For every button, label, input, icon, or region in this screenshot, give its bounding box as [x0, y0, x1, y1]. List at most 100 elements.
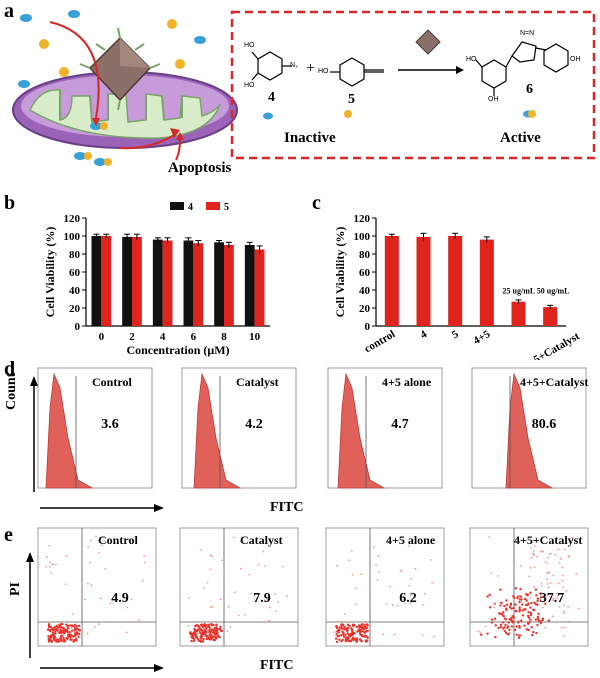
panel-d-xlabel: FITC — [270, 500, 304, 515]
scatter-value-1: 7.9 — [253, 591, 271, 606]
plus-sign: + — [306, 60, 316, 77]
legend-label-5: 5 — [224, 202, 229, 213]
y-axis-label: Cell Viability (%) — [43, 227, 57, 318]
y-tick-label: 40 — [69, 285, 81, 297]
compound-5-label: 5 — [348, 92, 355, 107]
inactive-label: Inactive — [284, 130, 336, 146]
legend-label-4: 4 — [188, 202, 193, 213]
bar-5-1 — [132, 236, 142, 326]
y-tick-label: 120 — [354, 213, 371, 225]
catalyst-icon — [415, 29, 441, 55]
histogram-peak-1 — [193, 372, 242, 489]
scatter-value-0: 4.9 — [111, 591, 129, 606]
y-tick-label: 120 — [64, 213, 81, 225]
bar-viability-4 — [511, 301, 526, 326]
molecule-dots — [18, 10, 206, 166]
compound-4-ho-label: HO — [244, 42, 255, 49]
legend-swatch-4 — [170, 202, 184, 210]
reaction-box — [230, 10, 596, 160]
bar-5-3 — [193, 243, 204, 326]
bar-4-0 — [91, 236, 102, 326]
histogram-title-3: 4+5+Catalyst — [520, 375, 588, 389]
compound-6-triazole-label: N=N — [520, 30, 535, 37]
compound-4-n3-label: N₃ — [290, 62, 298, 69]
apoptosis-label: Apoptosis — [168, 160, 232, 176]
histogram-peak-2 — [337, 372, 386, 489]
bar-viability-2 — [448, 236, 463, 326]
panel-label-a: a — [4, 0, 14, 22]
panel-d-x-arrowhead — [154, 504, 164, 512]
x-tick-label: 4 — [418, 328, 429, 341]
histogram-peak-0 — [45, 372, 94, 489]
scatter-frame-3 — [469, 527, 589, 647]
x-tick-label: 2 — [129, 331, 135, 343]
compound-4-ho-label-2: HO — [244, 82, 255, 89]
histogram-title-0: Control — [92, 375, 132, 389]
bar-5-5 — [254, 249, 265, 326]
panel-d-histograms: Control 3.6 Catalyst 4.2 4+5 alone 4.7 4+5+Cat… — [30, 367, 588, 512]
x-tick-label: 4+5 — [471, 328, 492, 347]
x-tick-label: 10 — [249, 331, 261, 343]
scatter-title-1: Catalyst — [240, 533, 283, 547]
bar-viability-1 — [416, 236, 431, 326]
y-axis-label: Cell Viability (%) — [333, 227, 347, 318]
compound-5-ho-label: HO — [318, 68, 329, 75]
histogram-value-3: 80.6 — [532, 417, 557, 432]
panel-e-scatterplots: Control 4.9 Catalyst 7.9 4+5 alone 6.2 4+5+Cat… — [26, 527, 589, 672]
compound-5-structure — [330, 57, 384, 87]
scatter-dots-3 — [477, 536, 580, 640]
compound-4-label: 4 — [268, 90, 275, 105]
panel-e-x-arrowhead — [154, 664, 164, 672]
x-tick-label: 4 — [160, 331, 166, 343]
histogram-value-1: 4.2 — [245, 417, 263, 432]
panel-label-c: c — [312, 192, 321, 214]
compound-4-structure — [251, 51, 292, 81]
bar-5-0 — [101, 236, 112, 326]
x-tick-label: 6 — [191, 331, 197, 343]
compound-6-structure — [475, 41, 569, 96]
compound-6-oh-label-2: OH — [570, 56, 581, 63]
y-tick-label: 100 — [64, 231, 81, 243]
y-tick-label: 100 — [354, 231, 371, 243]
scatter-title-2: 4+5 alone — [386, 533, 436, 547]
x-tick-label: 5 — [450, 328, 461, 341]
scatter-frame-2 — [325, 527, 445, 647]
scatter-value-3: 37.7 — [540, 591, 565, 606]
panel-label-e: e — [4, 524, 13, 546]
scatter-title-3: 4+5+Catalyst — [514, 533, 582, 547]
x-axis-label: Concentration (μM) — [126, 343, 229, 357]
panel-label-b: b — [4, 192, 16, 214]
histogram-value-0: 3.6 — [101, 417, 119, 432]
bar-4-4 — [214, 242, 224, 326]
red-arrows — [49, 21, 181, 161]
bar-4-1 — [122, 236, 132, 326]
x-tick-label: 8 — [221, 331, 227, 343]
x-tick-label: 0 — [99, 331, 105, 343]
bar-viability-3 — [479, 239, 494, 326]
bar-4-5 — [244, 245, 255, 326]
histogram-value-2: 4.7 — [391, 417, 409, 432]
x-group-label: 4+5+Catalyst — [521, 330, 582, 360]
histogram-peak-3 — [505, 372, 554, 489]
bar-4-2 — [152, 239, 163, 326]
chart-b: 0 20 40 60 80 100 120 Cell Viability (%) 0 2 4 6 8 10… — [43, 202, 270, 357]
bar-5-4 — [224, 245, 234, 326]
bar-5-2 — [162, 240, 173, 326]
annotation-concentrations: 25 ug/mL 50 ug/mL — [503, 287, 570, 296]
y-tick-label: 60 — [359, 267, 371, 279]
y-tick-label: 20 — [359, 303, 371, 315]
y-tick-label: 40 — [359, 285, 371, 297]
histogram-title-2: 4+5 alone — [382, 375, 432, 389]
active-label: Active — [500, 130, 541, 146]
y-tick-label: 0 — [75, 321, 81, 333]
compound-dots — [263, 110, 536, 120]
scatter-value-2: 6.2 — [399, 591, 417, 606]
nanoparticle-catalyst-illustration — [79, 27, 161, 111]
scatter-dots-0 — [45, 535, 146, 643]
y-tick-label: 0 — [365, 321, 371, 333]
bar-4-3 — [183, 240, 194, 326]
legend-swatch-5 — [206, 202, 220, 210]
scatter-dots-2 — [333, 544, 435, 644]
panel-a-illustration — [12, 10, 596, 166]
